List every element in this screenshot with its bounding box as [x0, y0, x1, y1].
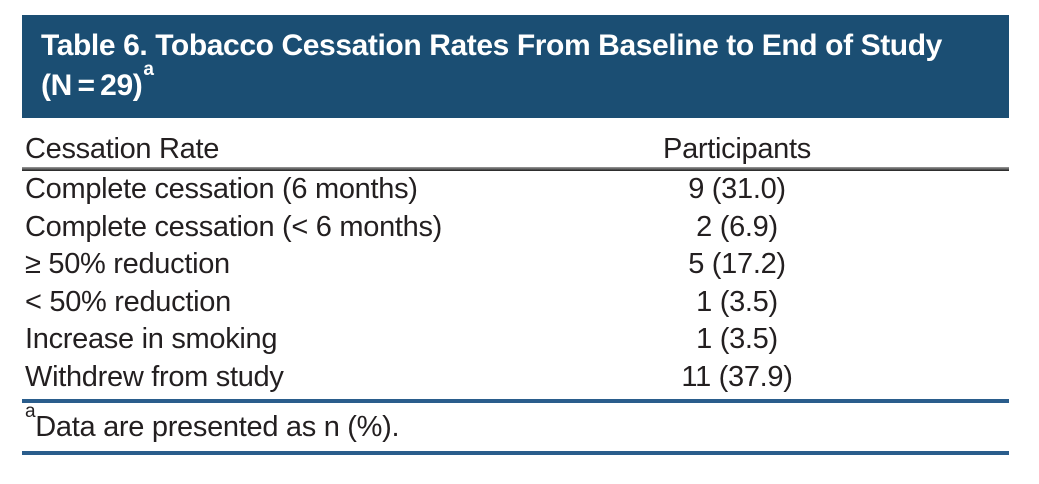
table-row: Withdrew from study 11 (37.9): [22, 359, 1009, 397]
row-label: Complete cessation (< 6 months): [25, 210, 443, 243]
row-label: < 50% reduction: [25, 285, 231, 318]
table-title: Table 6. Tobacco Cessation Rates From Ba…: [41, 29, 942, 102]
column-header-participants: Participants: [663, 133, 811, 165]
footnote-top-rule: [22, 399, 1009, 403]
row-value: 5 (17.2): [688, 248, 786, 280]
row-label: Increase in smoking: [25, 323, 278, 355]
footnote-text: Data are presented as n (%).: [35, 411, 400, 443]
table-row: Complete cessation (6 months) 9 (31.0): [22, 171, 1009, 209]
table-row: ≥ 50% reduction 5 (17.2): [22, 246, 1009, 284]
row-value: 9 (31.0): [688, 173, 786, 205]
row-label: ≥ 50% reduction: [25, 248, 230, 280]
header-divider-rule: [22, 167, 1009, 171]
table-row: Complete cessation (< 6 months) 2 (6.9): [22, 209, 1009, 247]
row-label: Complete cessation (6 months): [25, 173, 418, 205]
row-label: Withdrew from study: [25, 360, 284, 393]
row-value: 11 (37.9): [681, 360, 793, 393]
table-body: Complete cessation (6 months) 9 (31.0) C…: [22, 171, 1009, 396]
row-value: 1 (3.5): [696, 285, 778, 318]
table-row: < 50% reduction 1 (3.5): [22, 284, 1009, 322]
title-footnote-marker: a: [143, 59, 154, 80]
footnote-bottom-rule: [22, 451, 1009, 455]
table-title-bar: Table 6. Tobacco Cessation Rates From Ba…: [22, 15, 1009, 118]
footnote-marker: a: [25, 401, 36, 423]
table-container: Table 6. Tobacco Cessation Rates From Ba…: [22, 15, 1009, 455]
row-value: 2 (6.9): [696, 210, 778, 243]
table-header-row: Cessation Rate Participants: [22, 118, 1009, 167]
table-footnote: aData are presented as n (%).: [22, 401, 1009, 451]
table-row: Increase in smoking 1 (3.5): [22, 321, 1009, 359]
row-value: 1 (3.5): [696, 323, 778, 355]
column-header-cessation-rate: Cessation Rate: [25, 133, 220, 165]
